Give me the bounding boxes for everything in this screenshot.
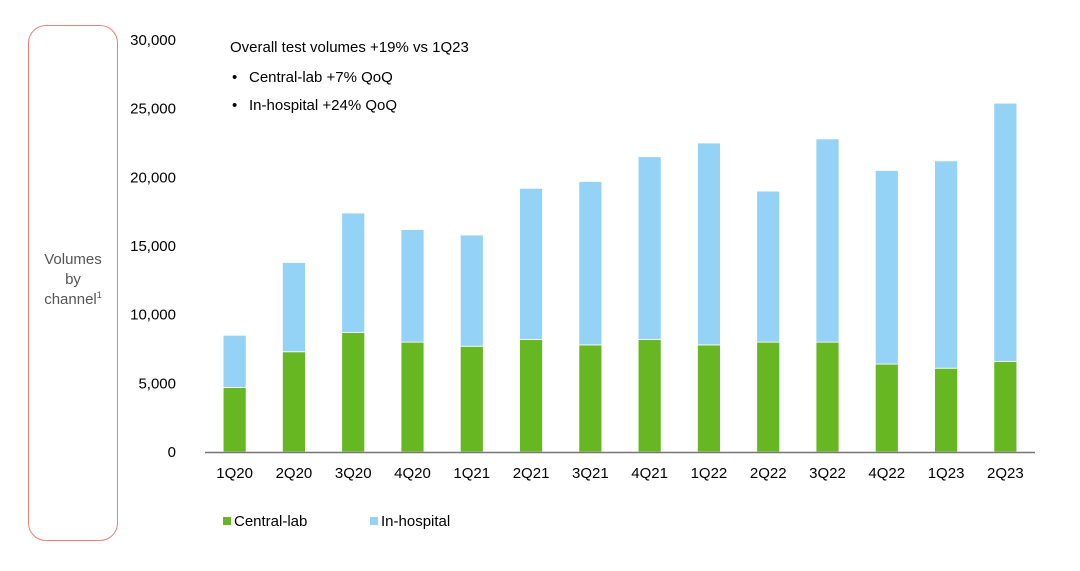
x-tick-label: 4Q21: [631, 465, 668, 482]
bar-in-hospital-3q21: [578, 181, 603, 346]
y-tick-label: 0: [168, 444, 176, 461]
bar-in-hospital-2q20: [282, 262, 306, 353]
bar-central-lab-1q23: [934, 367, 958, 453]
bars: [222, 102, 1018, 453]
bar-in-hospital-3q20: [341, 212, 366, 333]
bar-central-lab-2q22: [756, 341, 781, 453]
y-tick-label: 5,000: [138, 375, 176, 392]
x-tick-label: 4Q20: [394, 465, 431, 482]
bar-central-lab-4q20: [400, 341, 425, 453]
side-panel-frame: [28, 25, 118, 541]
side-label-line-2: by: [65, 271, 81, 288]
bar-central-lab-1q20: [222, 387, 247, 453]
side-label-line-3: channel1: [28, 290, 118, 310]
x-tick-label: 2Q20: [276, 465, 313, 482]
bar-in-hospital-1q20: [222, 334, 247, 388]
bar-in-hospital-4q20: [400, 229, 425, 343]
y-tick-label: 10,000: [130, 307, 176, 324]
bar-in-hospital-1q23: [934, 160, 958, 369]
bar-central-lab-3q20: [341, 332, 366, 453]
bar-central-lab-3q21: [578, 344, 603, 453]
y-tick-label: 15,000: [130, 238, 176, 255]
x-tick-label: 4Q22: [868, 465, 905, 482]
annotation: Overall test volumes +19% vs 1Q23 • Cent…: [230, 39, 469, 114]
x-tick-label: 3Q22: [809, 465, 846, 482]
y-tick-label: 30,000: [130, 32, 176, 49]
side-panel-label: Volumes by channel1: [28, 250, 118, 310]
annotation-bullet-1: Central-lab +7% QoQ: [249, 69, 393, 86]
y-tick-label: 25,000: [130, 101, 176, 118]
x-tick-label: 3Q21: [572, 465, 609, 482]
annotation-bullet-2-marker: •: [232, 97, 237, 114]
bar-central-lab-4q21: [637, 338, 662, 453]
annotation-headline: Overall test volumes +19% vs 1Q23: [230, 39, 469, 56]
annotation-bullet-1-marker: •: [232, 69, 237, 86]
footnote-marker: 1: [96, 290, 102, 300]
x-tick-label: 2Q22: [750, 465, 787, 482]
bar-in-hospital-2q23: [993, 102, 1018, 362]
x-tick-label: 1Q21: [453, 465, 490, 482]
legend-label-in-hospital: In-hospital: [381, 513, 450, 530]
legend: Central-lab In-hospital: [223, 513, 450, 530]
bar-in-hospital-1q22: [697, 142, 721, 346]
side-label-line-1: Volumes: [44, 251, 102, 268]
side-label-line-3-text: channel: [44, 291, 97, 308]
bar-central-lab-2q20: [282, 351, 306, 453]
x-axis-ticks: 1Q20 2Q20 3Q20 4Q20 1Q21 2Q21 3Q21 4Q21 1Q22 2Q22…: [216, 465, 1023, 482]
x-tick-label: 3Q20: [335, 465, 372, 482]
bar-in-hospital-4q22: [874, 170, 899, 365]
bar-central-lab-2q21: [519, 338, 543, 453]
bar-central-lab-1q22: [697, 344, 721, 453]
x-tick-label: 2Q21: [513, 465, 550, 482]
bar-in-hospital-2q21: [519, 187, 543, 340]
x-tick-label: 2Q23: [987, 465, 1024, 482]
bar-in-hospital-3q22: [815, 138, 840, 343]
bar-in-hospital-2q22: [756, 190, 781, 343]
legend-swatch-central-lab: [223, 517, 231, 525]
bar-in-hospital-1q21: [459, 234, 484, 347]
bar-central-lab-2q23: [993, 360, 1018, 453]
y-axis-ticks: 0 5,000 10,000 15,000 20,000 25,000 30,000: [130, 32, 176, 461]
y-tick-label: 20,000: [130, 169, 176, 186]
annotation-bullet-2: In-hospital +24% QoQ: [249, 97, 397, 114]
bar-in-hospital-4q21: [637, 156, 662, 340]
legend-swatch-in-hospital: [370, 517, 378, 525]
bar-central-lab-4q22: [874, 363, 899, 453]
x-tick-label: 1Q23: [928, 465, 965, 482]
x-tick-label: 1Q22: [691, 465, 728, 482]
bar-central-lab-1q21: [459, 345, 484, 453]
bar-central-lab-3q22: [815, 341, 840, 453]
x-tick-label: 1Q20: [216, 465, 253, 482]
legend-label-central-lab: Central-lab: [234, 513, 307, 530]
